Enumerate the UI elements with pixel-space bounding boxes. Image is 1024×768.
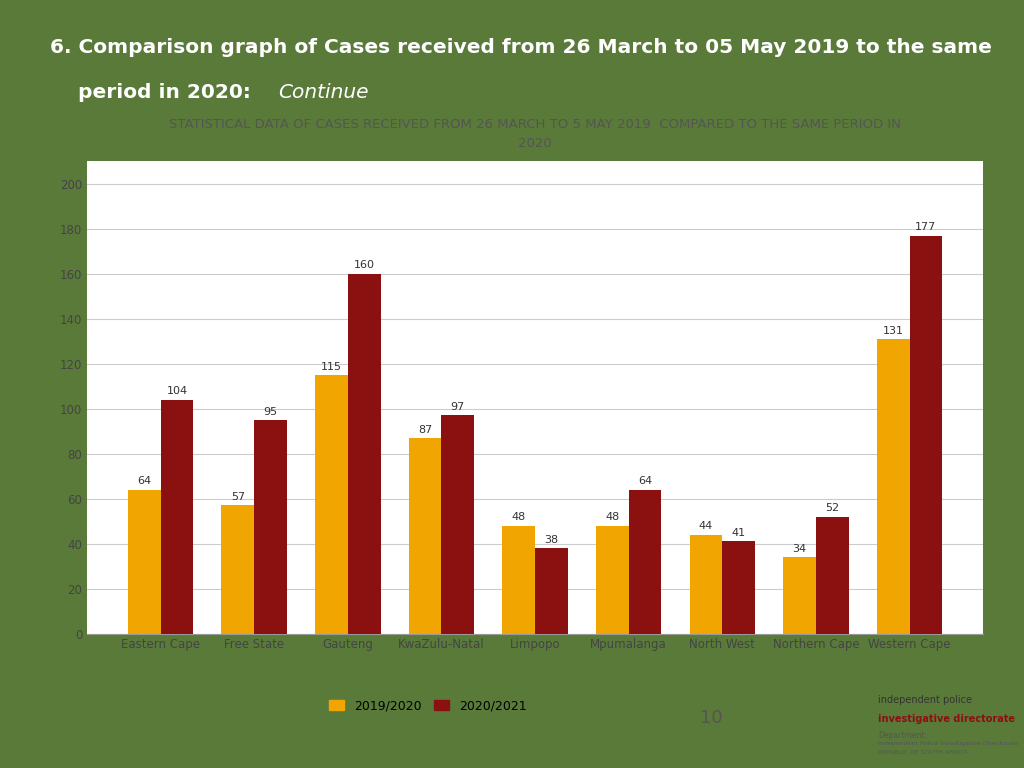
Text: 34: 34: [793, 544, 807, 554]
Bar: [909, 236, 942, 634]
Bar: [783, 557, 816, 634]
Text: 48: 48: [512, 512, 525, 522]
Text: 131: 131: [883, 326, 903, 336]
Text: 177: 177: [915, 222, 937, 232]
Title: STATISTICAL DATA OF CASES RECEIVED FROM 26 MARCH TO 5 MAY 2019  COMPARED TO THE : STATISTICAL DATA OF CASES RECEIVED FROM …: [169, 118, 901, 151]
Bar: [535, 548, 568, 634]
Text: 44: 44: [698, 521, 713, 531]
Text: 64: 64: [137, 476, 152, 486]
Text: investigative directorate: investigative directorate: [878, 714, 1015, 724]
Bar: [254, 420, 287, 634]
Text: 57: 57: [230, 492, 245, 502]
Bar: [689, 535, 722, 634]
Bar: [596, 525, 629, 634]
Text: 38: 38: [545, 535, 558, 545]
Bar: [816, 517, 849, 634]
Bar: [441, 415, 474, 634]
Text: 104: 104: [166, 386, 187, 396]
Text: 160: 160: [353, 260, 375, 270]
Text: 48: 48: [605, 512, 620, 522]
Bar: [629, 490, 662, 634]
Text: Independent Police Investigative Directorate: Independent Police Investigative Directo…: [878, 741, 1019, 746]
Bar: [348, 273, 381, 634]
Text: 52: 52: [825, 503, 840, 513]
Text: 87: 87: [418, 425, 432, 435]
Bar: [722, 541, 755, 634]
Text: 97: 97: [451, 402, 465, 412]
Text: REPUBLIC OF SOUTH AFRICA: REPUBLIC OF SOUTH AFRICA: [878, 750, 968, 756]
Bar: [221, 505, 254, 634]
Legend: 2019/2020, 2020/2021: 2019/2020, 2020/2021: [324, 694, 531, 717]
Bar: [315, 375, 348, 634]
Bar: [128, 490, 161, 634]
Text: 95: 95: [263, 406, 278, 416]
Text: independent police: independent police: [878, 695, 972, 705]
Text: Department:: Department:: [878, 731, 927, 740]
Bar: [161, 399, 194, 634]
Text: 64: 64: [638, 476, 652, 486]
Bar: [877, 339, 909, 634]
Text: Continue: Continue: [279, 83, 369, 101]
Text: 10: 10: [700, 709, 723, 727]
Bar: [502, 525, 535, 634]
Bar: [409, 438, 441, 634]
Text: period in 2020:: period in 2020:: [50, 83, 258, 101]
Text: 6. Comparison graph of Cases received from 26 March to 05 May 2019 to the same: 6. Comparison graph of Cases received fr…: [50, 38, 992, 57]
Text: 115: 115: [321, 362, 342, 372]
Text: 41: 41: [731, 528, 745, 538]
